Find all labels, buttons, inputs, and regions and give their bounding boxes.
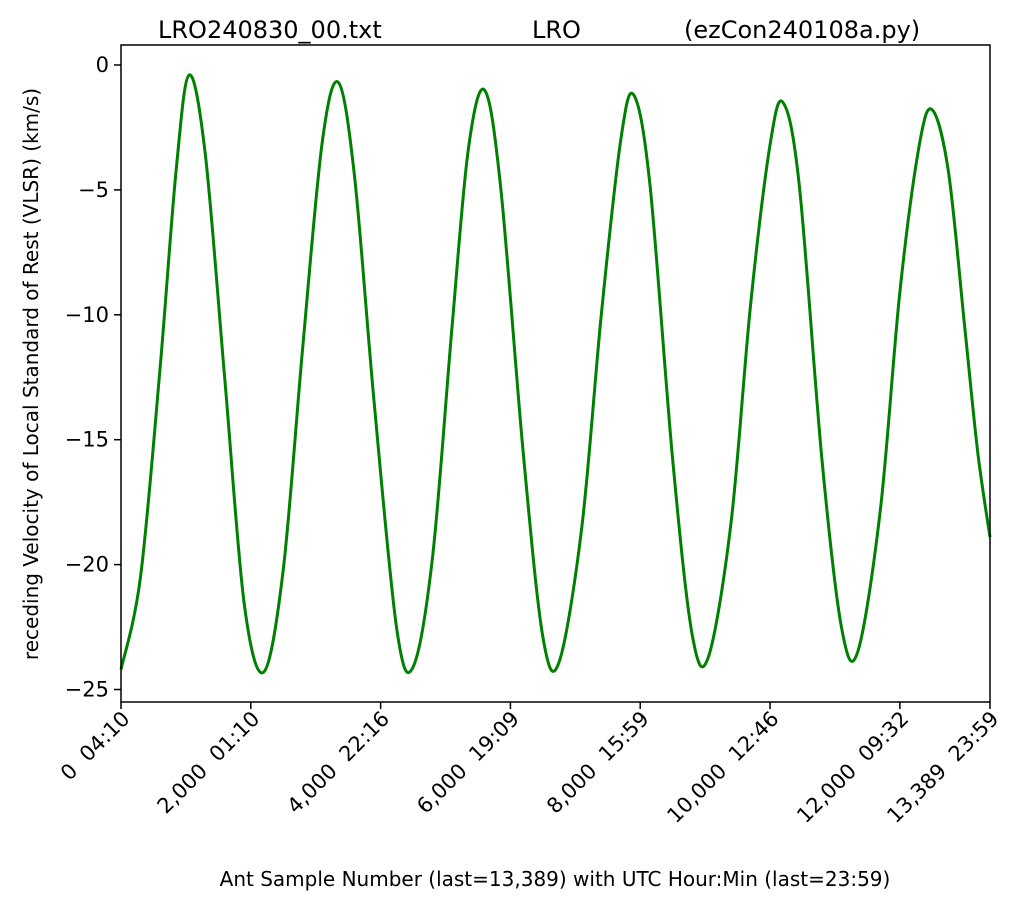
x-tick-label: 6,000 19:09 xyxy=(412,707,524,819)
x-axis: 0 04:10 2,000 01:10 4,000 22:16 6,000 19:09… xyxy=(56,702,1004,828)
chart-title-site: LRO xyxy=(532,16,581,44)
chart-title-filename: LRO240830_00.txt xyxy=(158,16,382,44)
x-tick-label: 8,000 15:59 xyxy=(542,707,654,819)
plot-frame xyxy=(120,44,991,703)
x-tick-label: 4,000 22:16 xyxy=(282,707,394,819)
x-axis-label: Ant Sample Number (last=13,389) with UTC… xyxy=(220,867,891,891)
y-tick-label: −10 xyxy=(65,303,109,327)
y-tick-label: 0 xyxy=(96,53,109,77)
chart-title-script: (ezCon240108a.py) xyxy=(684,16,920,44)
y-tick-label: −5 xyxy=(78,178,109,202)
y-tick-label: −25 xyxy=(65,678,109,702)
y-tick-label: −15 xyxy=(65,428,109,452)
y-tick-label: −20 xyxy=(65,553,109,577)
x-tick-label: 0 04:10 xyxy=(56,707,135,786)
y-axis: 0 −5 −10 −15 −20 −25 xyxy=(65,53,121,702)
x-tick-label: 2,000 01:10 xyxy=(153,707,265,819)
plot-line-layer xyxy=(119,73,992,675)
x-tick-label: 10,000 12:46 xyxy=(662,707,783,828)
y-axis-label: receding Velocity of Local Standard of R… xyxy=(19,88,43,660)
series-line-0 xyxy=(119,73,992,675)
